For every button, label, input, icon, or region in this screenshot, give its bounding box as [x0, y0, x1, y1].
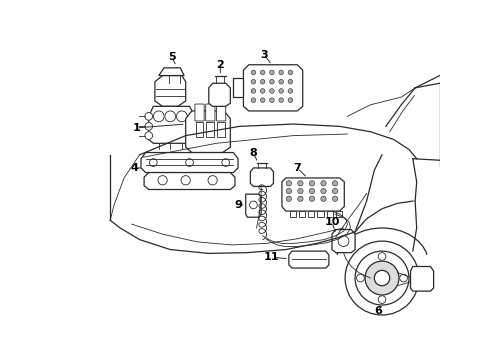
- FancyBboxPatch shape: [217, 104, 226, 121]
- Polygon shape: [411, 266, 434, 291]
- Circle shape: [321, 181, 326, 186]
- Circle shape: [158, 176, 167, 185]
- Text: 10: 10: [324, 217, 340, 227]
- Circle shape: [355, 251, 409, 305]
- Circle shape: [400, 274, 408, 282]
- Polygon shape: [206, 122, 214, 137]
- Polygon shape: [244, 65, 303, 111]
- Circle shape: [286, 181, 292, 186]
- Polygon shape: [299, 211, 305, 217]
- Polygon shape: [245, 194, 261, 217]
- Polygon shape: [155, 76, 186, 106]
- Text: 6: 6: [374, 306, 382, 316]
- Circle shape: [260, 98, 265, 103]
- Circle shape: [251, 98, 256, 103]
- Circle shape: [288, 70, 293, 75]
- Text: 9: 9: [234, 200, 242, 210]
- Polygon shape: [318, 211, 323, 217]
- Circle shape: [378, 296, 386, 303]
- Text: 2: 2: [217, 60, 224, 70]
- FancyBboxPatch shape: [195, 104, 204, 121]
- Circle shape: [286, 196, 292, 202]
- Circle shape: [270, 98, 274, 103]
- Polygon shape: [282, 178, 344, 211]
- Polygon shape: [308, 211, 314, 217]
- Polygon shape: [209, 83, 230, 106]
- Circle shape: [279, 89, 283, 93]
- Circle shape: [309, 188, 315, 194]
- Text: 11: 11: [264, 252, 280, 262]
- Polygon shape: [186, 111, 230, 153]
- Circle shape: [186, 159, 194, 166]
- Circle shape: [309, 196, 315, 202]
- Circle shape: [374, 270, 390, 286]
- Circle shape: [270, 80, 274, 84]
- Circle shape: [149, 159, 157, 166]
- Text: 1: 1: [132, 123, 140, 133]
- Polygon shape: [233, 78, 244, 97]
- Circle shape: [145, 122, 152, 130]
- Circle shape: [145, 112, 152, 120]
- Circle shape: [249, 201, 257, 209]
- Circle shape: [332, 188, 338, 194]
- Circle shape: [176, 111, 187, 122]
- Circle shape: [145, 132, 152, 139]
- Circle shape: [298, 188, 303, 194]
- Circle shape: [321, 188, 326, 194]
- Circle shape: [321, 196, 326, 202]
- Circle shape: [153, 111, 164, 122]
- Circle shape: [288, 98, 293, 103]
- Circle shape: [251, 70, 256, 75]
- Circle shape: [309, 181, 315, 186]
- Circle shape: [365, 261, 399, 295]
- FancyBboxPatch shape: [206, 104, 215, 121]
- Text: 7: 7: [294, 163, 301, 173]
- Circle shape: [338, 236, 349, 247]
- Text: 8: 8: [249, 148, 257, 158]
- Polygon shape: [141, 153, 238, 172]
- Circle shape: [279, 70, 283, 75]
- Polygon shape: [250, 168, 273, 186]
- Circle shape: [251, 89, 256, 93]
- Circle shape: [260, 89, 265, 93]
- Circle shape: [279, 80, 283, 84]
- Circle shape: [332, 196, 338, 202]
- Polygon shape: [217, 122, 225, 137]
- Polygon shape: [290, 211, 296, 217]
- Circle shape: [260, 70, 265, 75]
- Circle shape: [357, 274, 365, 282]
- Polygon shape: [327, 211, 333, 217]
- Circle shape: [378, 253, 386, 260]
- Circle shape: [298, 181, 303, 186]
- Circle shape: [270, 89, 274, 93]
- Polygon shape: [159, 68, 184, 76]
- Text: 4: 4: [130, 163, 138, 173]
- Polygon shape: [289, 251, 329, 268]
- Circle shape: [279, 98, 283, 103]
- Polygon shape: [196, 122, 203, 137]
- Circle shape: [165, 111, 175, 122]
- Circle shape: [286, 188, 292, 194]
- Circle shape: [260, 80, 265, 84]
- Circle shape: [345, 241, 419, 315]
- Circle shape: [222, 159, 229, 166]
- Circle shape: [288, 89, 293, 93]
- Circle shape: [251, 80, 256, 84]
- Circle shape: [332, 181, 338, 186]
- Circle shape: [298, 196, 303, 202]
- Circle shape: [208, 176, 217, 185]
- Polygon shape: [336, 211, 342, 217]
- Circle shape: [270, 70, 274, 75]
- Text: 5: 5: [168, 52, 175, 62]
- Polygon shape: [144, 172, 235, 189]
- Polygon shape: [332, 230, 355, 253]
- Circle shape: [181, 176, 190, 185]
- Circle shape: [288, 80, 293, 84]
- Text: 3: 3: [260, 50, 268, 60]
- Polygon shape: [149, 106, 195, 143]
